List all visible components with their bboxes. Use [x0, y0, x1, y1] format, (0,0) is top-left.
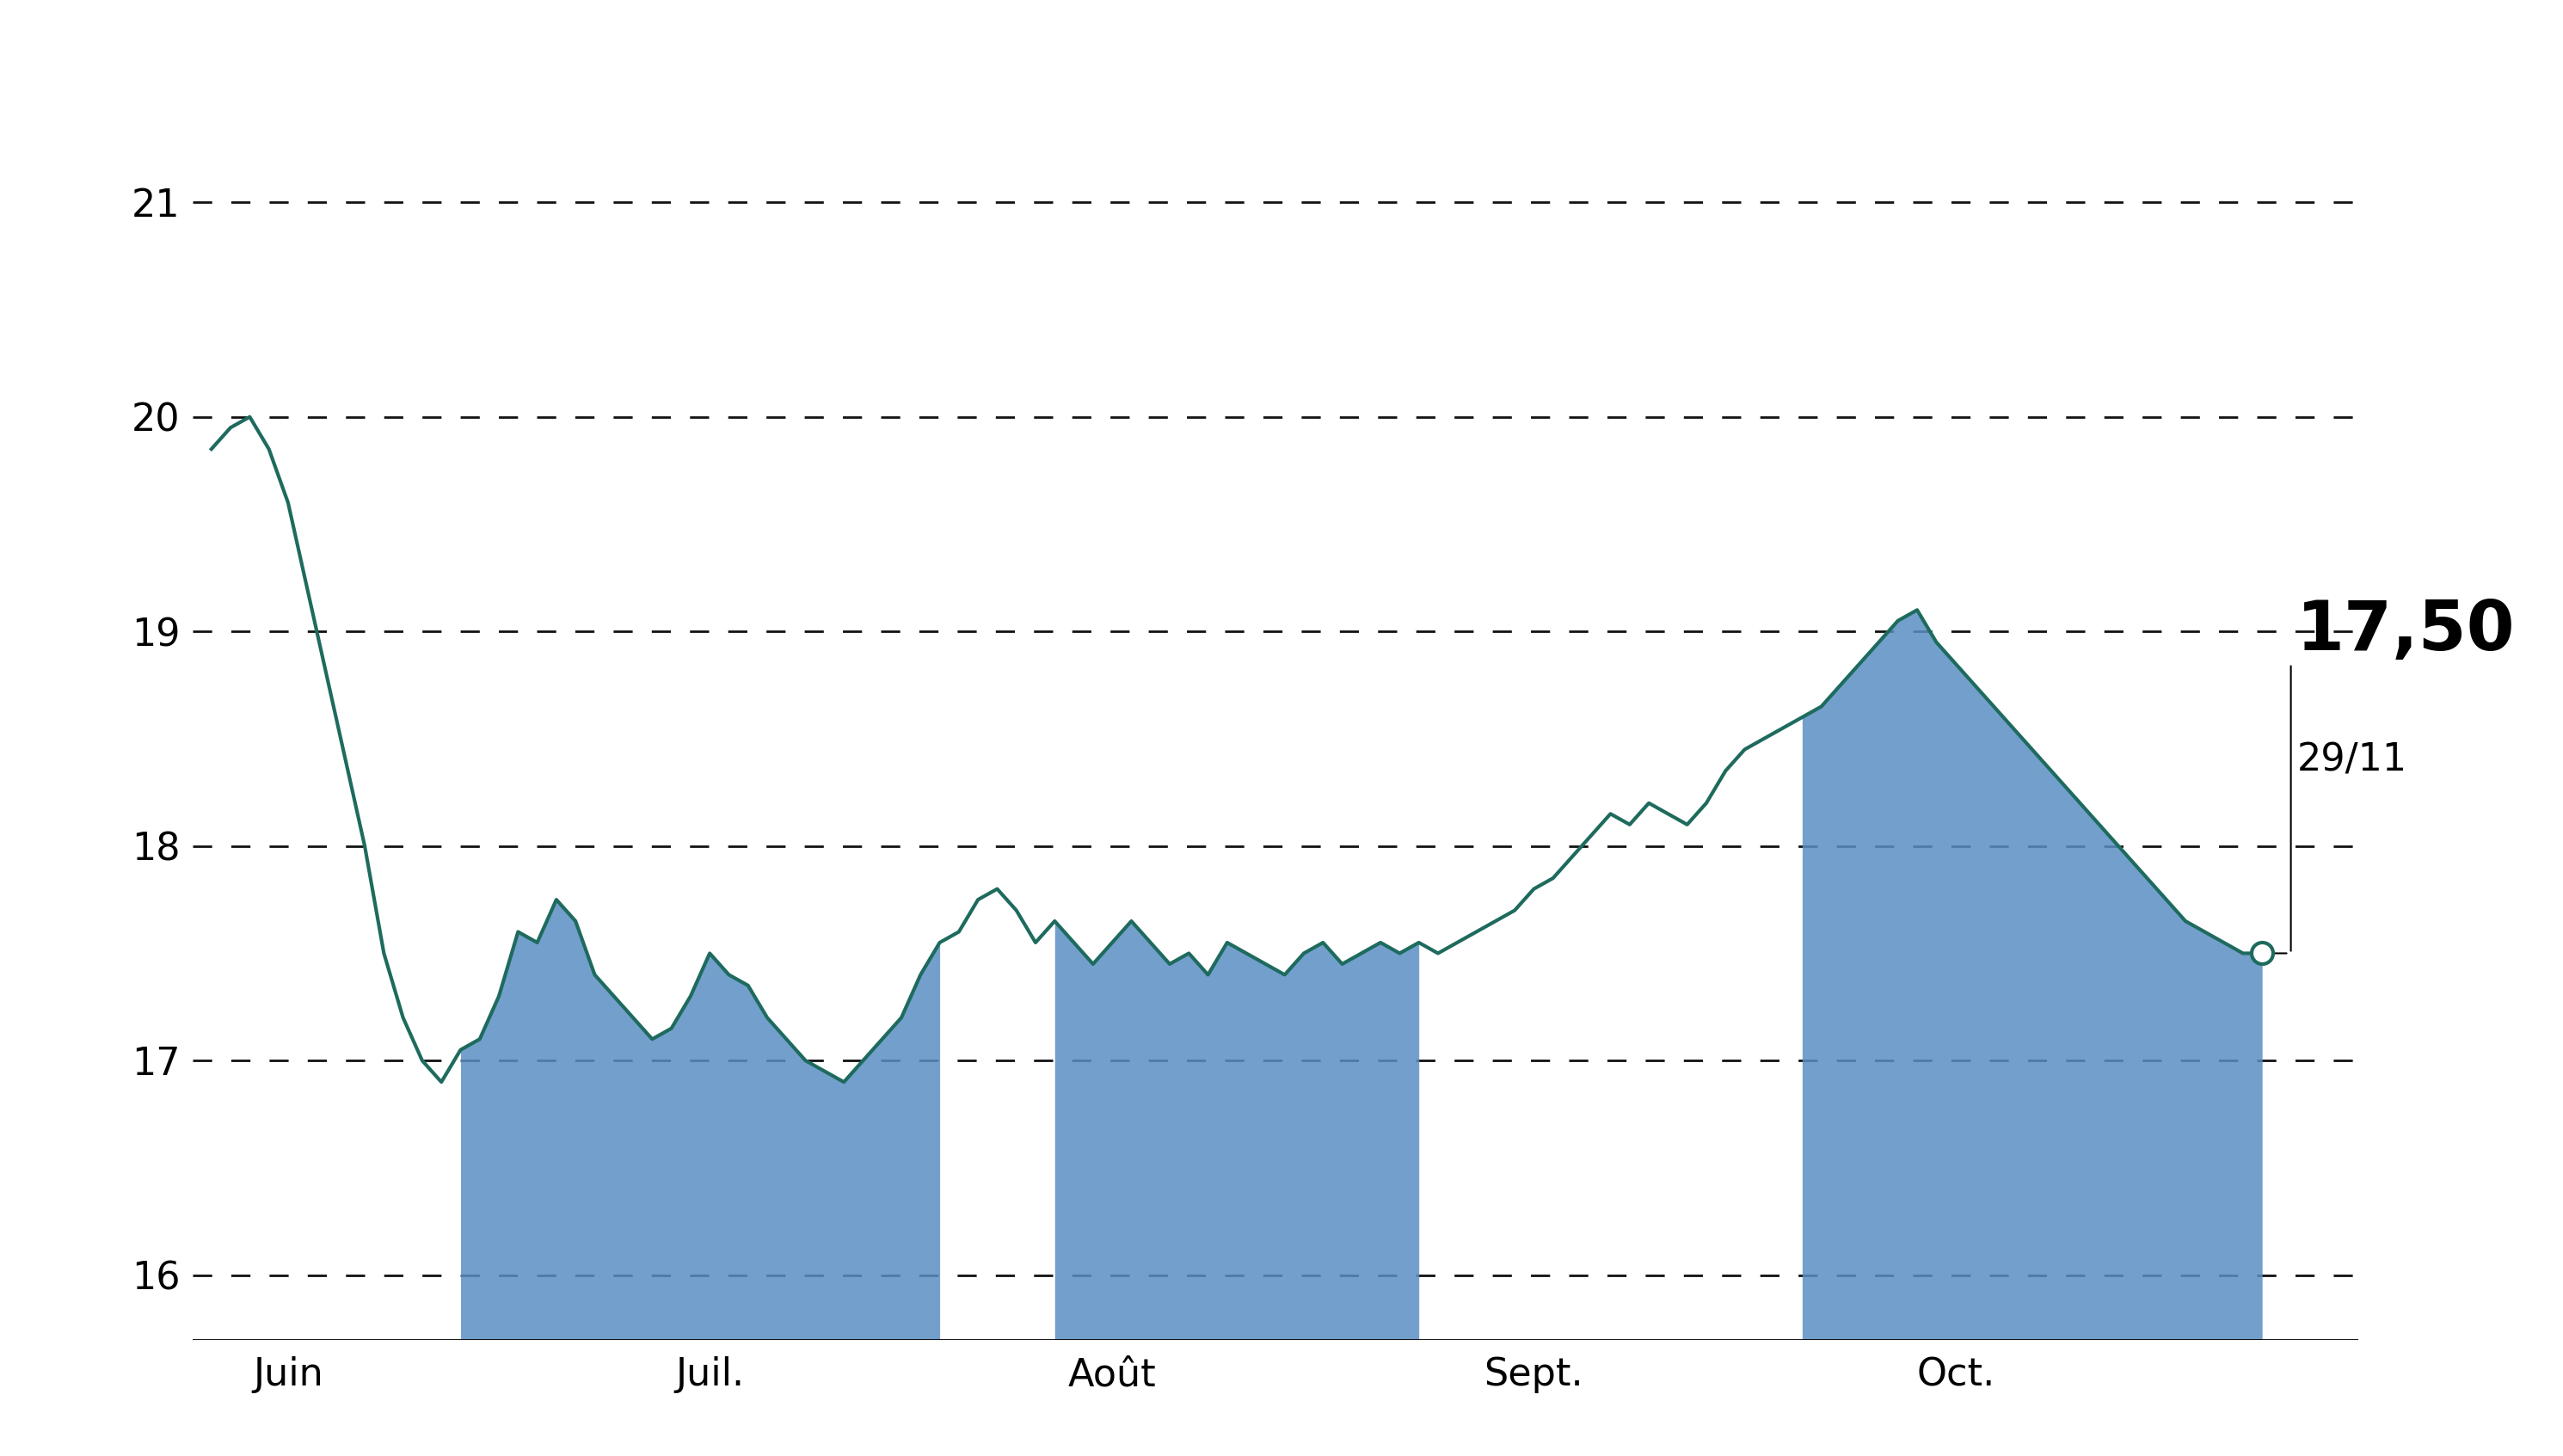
- Text: CRCAM BRIE PIC2CCI: CRCAM BRIE PIC2CCI: [723, 19, 1840, 112]
- Text: 29/11: 29/11: [2296, 741, 2407, 779]
- Text: 17,50: 17,50: [2296, 598, 2517, 665]
